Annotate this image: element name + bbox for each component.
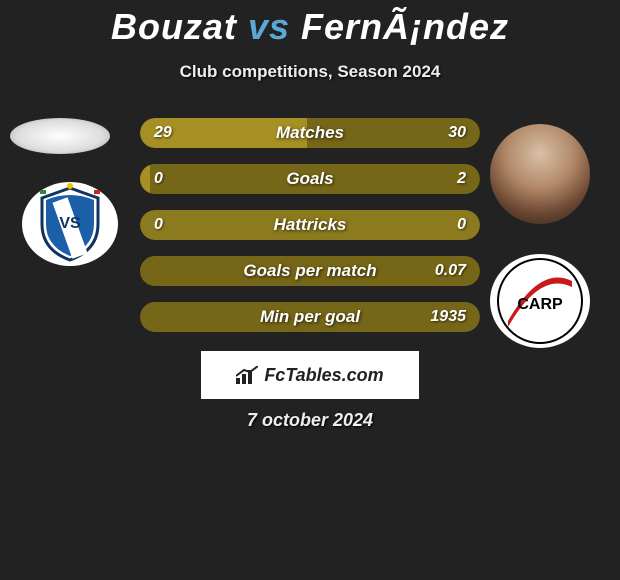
player1-avatar [10,118,110,154]
stat-label: Matches [140,123,480,143]
watermark-text: FcTables.com [264,365,383,386]
svg-text:VS: VS [59,215,81,232]
stat-label: Hattricks [140,215,480,235]
stat-row: 0.07Goals per match [140,256,480,286]
date-label: 7 october 2024 [0,410,620,431]
svg-text:CARP: CARP [517,296,563,313]
stat-label: Goals [140,169,480,189]
stat-row: 02Goals [140,164,480,194]
vs-label: vs [248,6,290,47]
stats-container: 2930Matches 02Goals 00Hattricks 0.07Goals p… [140,118,480,348]
player2-avatar [490,124,590,224]
stat-label: Goals per match [140,261,480,281]
subtitle: Club competitions, Season 2024 [0,62,620,82]
stat-row: 00Hattricks [140,210,480,240]
watermark: FcTables.com [201,351,419,399]
page-title: Bouzat vs FernÃ¡ndez [0,0,620,48]
player2-club-badge: CARP [490,254,590,348]
stat-row: 1935Min per goal [140,302,480,332]
player1-club-badge: VS [20,180,120,268]
player1-name: Bouzat [111,6,237,47]
stat-row: 2930Matches [140,118,480,148]
player2-name: FernÃ¡ndez [301,6,509,47]
stat-label: Min per goal [140,307,480,327]
chart-icon [236,366,258,384]
